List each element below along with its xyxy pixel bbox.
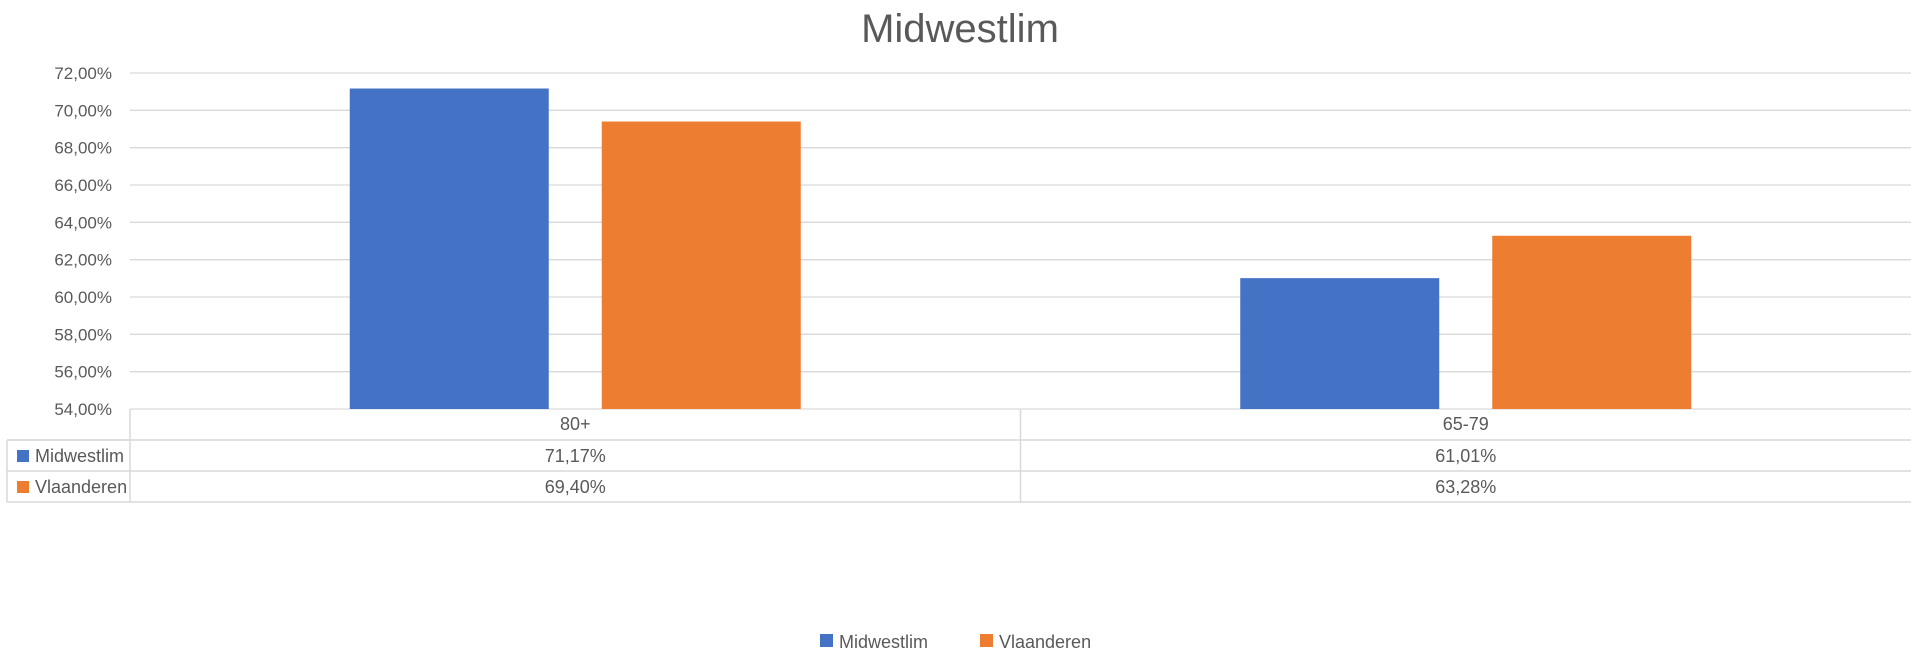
legend-swatch	[980, 634, 993, 647]
y-axis-ticks: 54,00% 56,00% 58,00% 60,00% 62,00% 64,00% 66,0…	[54, 64, 112, 419]
y-tick-label: 68,00%	[54, 139, 112, 158]
data-label: 71,17%	[545, 446, 606, 466]
y-tick-label: 64,00%	[54, 213, 112, 232]
y-tick-label: 60,00%	[54, 288, 112, 307]
data-label: 61,01%	[1435, 446, 1496, 466]
data-label: 63,28%	[1435, 477, 1496, 497]
bar-vlaanderen-65-79	[1492, 235, 1692, 409]
category-label: 65-79	[1443, 414, 1489, 434]
y-tick-label: 58,00%	[54, 325, 112, 344]
table-series-name: Vlaanderen	[35, 477, 127, 497]
table-legend-key	[17, 450, 29, 462]
y-tick-label: 72,00%	[54, 64, 112, 83]
chart-title: Midwestlim	[861, 7, 1059, 51]
bar-midwestlim-80plus	[349, 88, 549, 409]
category-label: 80+	[560, 414, 591, 434]
legend-swatch	[820, 634, 833, 647]
bar-vlaanderen-80plus	[601, 121, 801, 410]
y-tick-label: 66,00%	[54, 176, 112, 195]
y-tick-label: 54,00%	[54, 400, 112, 419]
legend: Midwestlim Vlaanderen	[820, 632, 1091, 652]
bars	[349, 88, 1692, 410]
y-tick-label: 70,00%	[54, 101, 112, 120]
data-table: 80+ 65-79 Midwestlim 71,17% 61,01% Vlaanderen…	[6, 409, 1911, 503]
y-tick-label: 56,00%	[54, 363, 112, 382]
table-legend-key	[17, 481, 29, 493]
legend-label: Midwestlim	[839, 632, 928, 652]
table-series-name: Midwestlim	[35, 446, 124, 466]
legend-label: Vlaanderen	[999, 632, 1091, 652]
bar-midwestlim-65-79	[1240, 278, 1440, 409]
data-label: 69,40%	[545, 477, 606, 497]
y-tick-label: 62,00%	[54, 251, 112, 270]
